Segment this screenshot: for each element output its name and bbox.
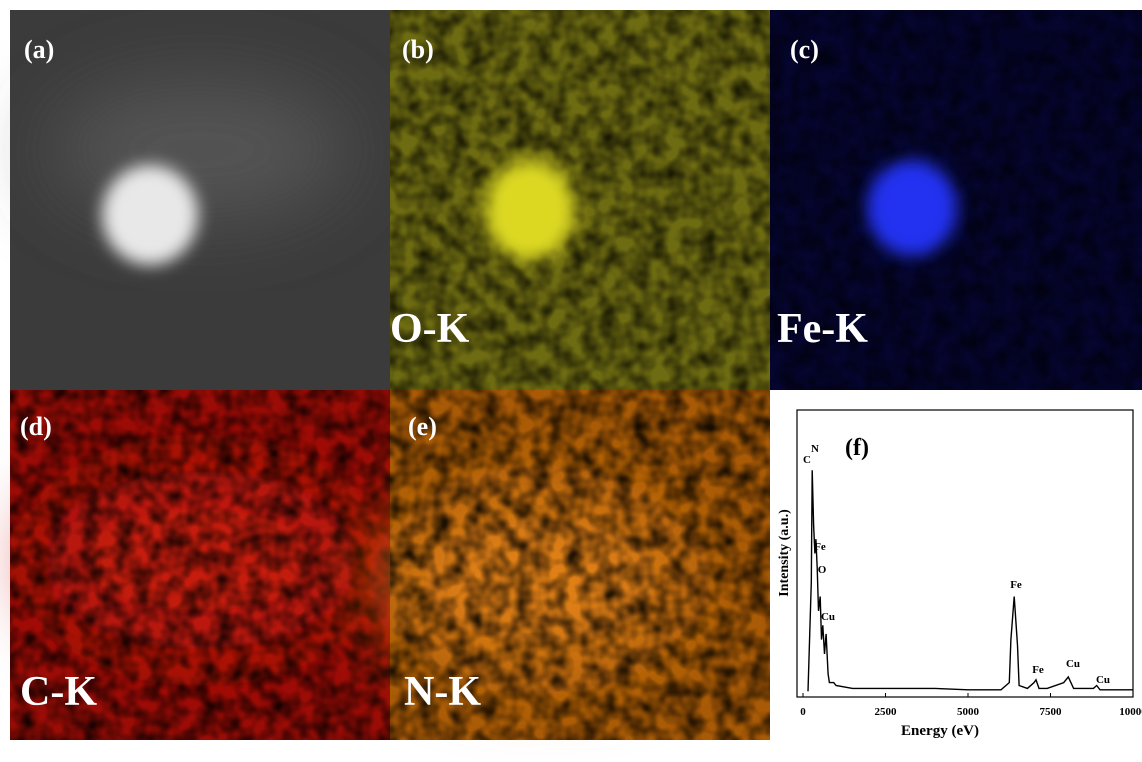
x-tick-label: 0 bbox=[800, 706, 806, 718]
element-label: O-K bbox=[390, 306, 470, 352]
peak-label: C bbox=[803, 454, 811, 466]
panel-label: (a) bbox=[24, 35, 54, 64]
y-axis-title: Intensity (a.u.) bbox=[777, 509, 792, 597]
element-label: N-K bbox=[404, 669, 481, 715]
x-tick-label: 7500 bbox=[1040, 706, 1063, 718]
peak-label: Cu bbox=[1096, 674, 1110, 686]
element-label: C-K bbox=[20, 669, 97, 715]
panel-label: (b) bbox=[402, 35, 434, 64]
particle bbox=[485, 160, 575, 260]
panel-label: (e) bbox=[408, 412, 437, 441]
x-tick-label: 5000 bbox=[957, 706, 980, 718]
particle bbox=[102, 165, 198, 265]
figure: (a) (b) (c) (d) (e) O-K Fe-K C-K N-K (f)… bbox=[0, 0, 1142, 762]
panel-label: (f) bbox=[845, 435, 869, 461]
x-axis-title: Energy (eV) bbox=[901, 723, 979, 739]
x-tick-label: 10000 bbox=[1119, 706, 1142, 718]
particle bbox=[867, 160, 957, 256]
x-tick-label: 2500 bbox=[875, 706, 898, 718]
panel-label: (d) bbox=[20, 412, 52, 441]
peak-label: Cu bbox=[821, 611, 835, 623]
peak-label: Cu bbox=[1066, 658, 1080, 670]
panel-label: (c) bbox=[790, 35, 819, 64]
haze bbox=[50, 80, 350, 220]
peak-label: Fe bbox=[1010, 579, 1022, 591]
peak-label: Fe bbox=[1032, 664, 1044, 676]
peak-label: O bbox=[818, 564, 827, 576]
peak-label: N bbox=[811, 443, 819, 455]
peak-label: Fe bbox=[814, 541, 826, 553]
element-label: Fe-K bbox=[777, 306, 868, 352]
